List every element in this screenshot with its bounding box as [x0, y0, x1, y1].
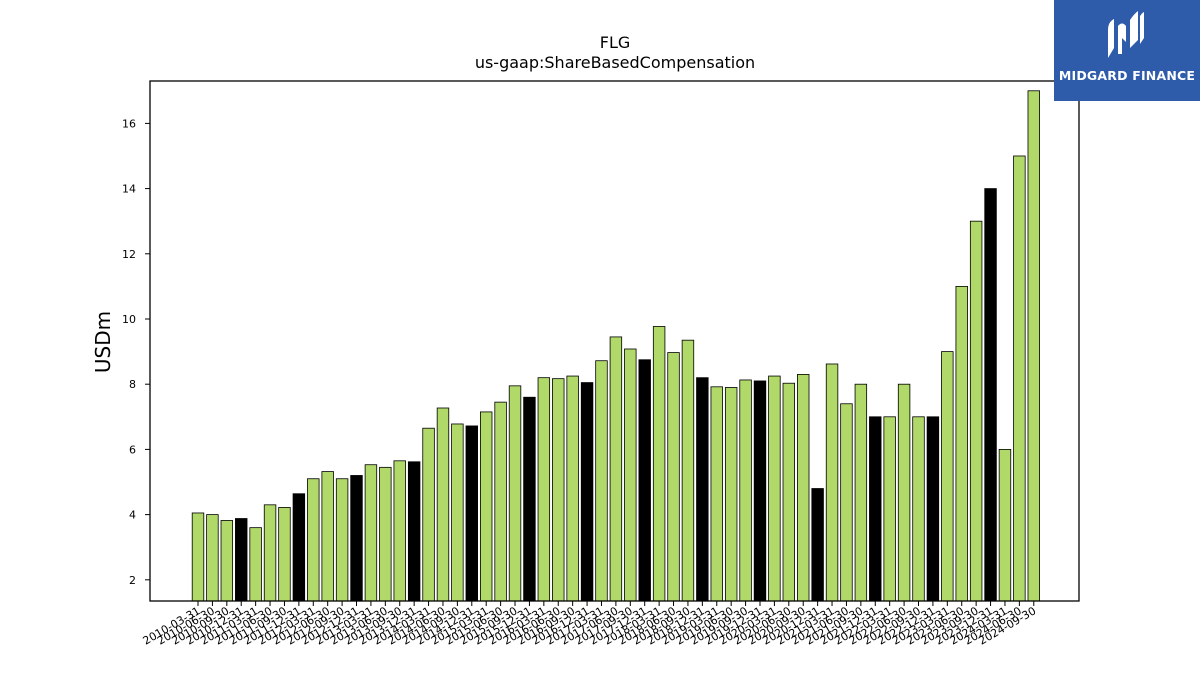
- bar-2021-06-30: [840, 403, 853, 602]
- bar-2014-03-31: [422, 427, 435, 602]
- bar-2013-12-31: [407, 461, 421, 602]
- y-axis-label: USDm: [91, 311, 115, 373]
- x-axis-ticks: 2010-03-312010-06-302010-09-302010-12-31…: [141, 601, 1038, 648]
- bar-2017-09-30: [624, 348, 637, 602]
- bar-2022-12-31: [926, 416, 940, 602]
- bar-2019-06-30: [724, 387, 738, 602]
- bar-2024-03-31: [998, 448, 1012, 602]
- bar-2019-03-31: [710, 386, 723, 602]
- bar-2013-06-30: [379, 466, 392, 602]
- bar-2022-09-30: [912, 416, 925, 602]
- bar-2016-12-31: [580, 382, 594, 602]
- bar-2013-03-31: [364, 464, 378, 602]
- y-tick-label: 2: [129, 574, 136, 587]
- bar-2018-06-30: [667, 352, 680, 602]
- bar-2023-12-31: [984, 188, 997, 602]
- bar-2013-09-30: [393, 460, 406, 602]
- bar-2020-06-30: [782, 382, 796, 602]
- chart-subtitle: us-gaap:ShareBasedCompensation: [475, 53, 755, 72]
- bar-2014-12-31: [465, 425, 478, 602]
- y-tick-label: 10: [122, 313, 136, 326]
- bar-2023-03-31: [941, 351, 954, 602]
- bar-2020-12-31: [811, 488, 824, 602]
- y-axis-ticks: 2 4 6 8 10 12 14 16: [122, 117, 150, 587]
- bar-2011-09-30: [278, 507, 291, 602]
- bar-2018-09-30: [681, 339, 695, 602]
- bar-2012-03-31: [307, 478, 320, 602]
- bar-2019-09-30: [739, 379, 752, 602]
- y-tick-label: 16: [122, 117, 136, 130]
- bar-2012-12-31: [350, 475, 363, 602]
- bar-2021-09-30: [854, 383, 868, 602]
- chart-title: FLG: [600, 33, 631, 52]
- logo-text: MIDGARD FINANCE: [1058, 68, 1196, 83]
- bar-2023-06-30: [955, 285, 968, 602]
- bar-2010-12-31: [235, 518, 248, 602]
- bar-2011-03-31: [249, 527, 262, 602]
- bar-2021-12-31: [869, 416, 882, 602]
- bar-2011-06-30: [263, 504, 277, 602]
- plot-frame: [149, 80, 1080, 602]
- bar-2012-09-30: [335, 478, 349, 602]
- bar-2014-09-30: [451, 423, 464, 602]
- brand-logo: MIDGARD FINANCE: [1054, 0, 1200, 101]
- bar-2018-03-31: [652, 326, 666, 602]
- bar-2022-03-31: [883, 416, 896, 602]
- bar-2014-06-30: [436, 407, 450, 602]
- bar-2015-09-30: [508, 385, 522, 602]
- logo-mark-icon: [1108, 11, 1144, 58]
- y-tick-label: 14: [122, 183, 136, 196]
- y-tick-label: 4: [129, 509, 136, 522]
- bar-2024-06-30: [1013, 155, 1026, 602]
- bar-2010-03-31: [191, 512, 205, 602]
- bar-2019-12-31: [753, 380, 767, 602]
- bar-2023-09-30: [969, 220, 983, 602]
- bar-2012-06-30: [321, 471, 334, 602]
- bar-2024-09-30: [1027, 90, 1040, 602]
- y-tick-label: 8: [129, 378, 136, 391]
- bar-2016-06-30: [552, 378, 565, 602]
- bar-2020-09-30: [797, 374, 810, 602]
- bar-2010-09-30: [220, 520, 234, 602]
- bar-2015-03-31: [479, 411, 493, 602]
- bar-2015-12-31: [523, 396, 536, 602]
- bar-2021-03-31: [825, 363, 839, 602]
- bar-2017-12-31: [638, 359, 651, 602]
- bar-2018-12-31: [696, 377, 709, 602]
- bar-2017-03-31: [595, 360, 608, 602]
- bar-2015-06-30: [494, 401, 507, 602]
- bar-2022-06-30: [897, 383, 911, 602]
- bar-series: [191, 90, 1040, 602]
- y-tick-label: 6: [129, 443, 136, 456]
- y-tick-label: 12: [122, 248, 136, 261]
- bar-2020-03-31: [768, 375, 781, 602]
- bar-2017-06-30: [609, 336, 623, 602]
- bar-2011-12-31: [292, 493, 306, 602]
- bar-2016-03-31: [537, 377, 551, 602]
- bar-2010-06-30: [206, 514, 219, 602]
- bar-2016-09-30: [566, 375, 579, 602]
